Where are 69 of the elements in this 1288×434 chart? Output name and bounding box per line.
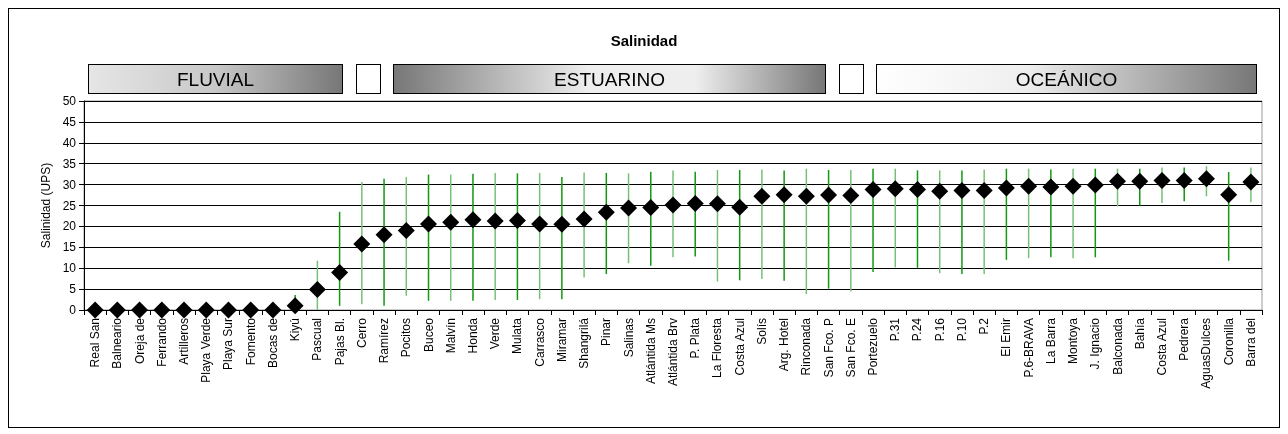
x-tick-label: Real San <box>88 318 103 368</box>
x-tick-label: P.6-BRAVA <box>1021 318 1036 378</box>
chart-title: Salinidad <box>610 32 678 49</box>
y-tick-label: 35 <box>62 156 77 171</box>
x-tick-label: Bocas de <box>265 317 280 369</box>
text: OCEÁNICO <box>876 64 1257 94</box>
y-tick-label: 50 <box>62 94 77 108</box>
x-tick-label: San Fco. P <box>821 318 836 378</box>
x-tick-label: Costa Azul <box>1154 318 1169 376</box>
x-tick-label: El Emir <box>999 318 1014 357</box>
y-tick-label: 30 <box>62 177 77 192</box>
x-tick-label: P.10 <box>954 317 969 342</box>
y-tick-label: 20 <box>62 219 77 234</box>
x-tick-label: Playa Sur <box>221 318 236 371</box>
x-tick-label: Buceo <box>421 317 436 353</box>
y-tick-label: 5 <box>69 282 77 297</box>
x-tick-label: Shangrilá <box>577 317 592 369</box>
x-tick-label: P.16 <box>932 317 947 342</box>
x-tick-label: Kiyú <box>288 318 303 342</box>
x-tick-label: Pinar <box>599 318 614 347</box>
y-tick-label: 40 <box>62 135 77 150</box>
x-tick-label: P. Plata <box>688 317 703 359</box>
x-tick-label: Bahía <box>1132 317 1147 350</box>
x-tick-label: Cerro <box>354 317 369 349</box>
x-tick-label: Portezuelo <box>866 317 881 376</box>
x-tick-label: Salinas <box>621 318 636 358</box>
x-tick-label: Ramírez <box>377 318 392 364</box>
x-tick-label: Carrasco <box>532 317 547 367</box>
x-tick-label: Ferrando <box>154 317 169 367</box>
x-tick-label: Mulata <box>510 317 525 355</box>
x-tick-label: La Floresta <box>710 317 725 379</box>
x-tick-label: Honda <box>465 317 480 354</box>
x-tick-label: P.31 <box>888 317 903 342</box>
y-tick-label: 10 <box>62 261 77 276</box>
x-tick-label: P.24 <box>910 317 925 342</box>
x-tick-label: Balconada <box>1110 317 1125 375</box>
x-tick-label: Pajas Bl. <box>332 318 347 366</box>
x-tick-label: Malvín <box>443 318 458 354</box>
y-tick-label: 45 <box>62 114 77 129</box>
y-tick-label: 15 <box>62 240 77 255</box>
x-tick-label: Artilleros <box>177 318 192 365</box>
x-tick-label: Miramar <box>554 318 569 362</box>
x-tick-label: Coronilla <box>1221 317 1236 366</box>
x-tick-label: P.2 <box>977 317 992 335</box>
x-tick-label: Pedrera <box>1177 317 1192 361</box>
x-tick-label: San Fco. E <box>843 318 858 378</box>
x-tick-label: Pocitos <box>399 318 414 358</box>
x-tick-label: Atlántida Ms <box>643 318 658 385</box>
x-tick-label: La Barra <box>1043 317 1058 365</box>
y-tick-label: 0 <box>69 303 77 317</box>
x-tick-label: Verde <box>488 317 503 350</box>
x-tick-label: Pascual <box>310 318 325 361</box>
x-tick-label: Costa Azul <box>732 318 747 376</box>
x-tick-label: Oreja de <box>132 317 147 365</box>
y-tick-label: 25 <box>62 198 77 213</box>
x-tick-label: Solís <box>754 318 769 345</box>
x-tick-label: Rinconada <box>799 317 814 376</box>
y-axis-title: Salinidad (UPS) <box>38 162 53 249</box>
x-tick-label: Barra del <box>1243 318 1258 367</box>
x-tick-label: J. Ignacio <box>1088 317 1103 370</box>
x-tick-label: Atlántida Brv <box>666 318 680 387</box>
x-tick-label: Arg. Hotel <box>777 318 792 372</box>
x-tick-label: Fomento <box>243 317 258 366</box>
text: FLUVIAL <box>88 64 343 94</box>
x-tick-label: Montoya <box>1066 317 1081 365</box>
text: ESTUARINO <box>393 64 826 94</box>
x-tick-label: Balneario <box>110 317 125 369</box>
x-tick-label: Playa Verde <box>199 317 214 383</box>
x-tick-label: AguasDulces <box>1199 318 1214 389</box>
